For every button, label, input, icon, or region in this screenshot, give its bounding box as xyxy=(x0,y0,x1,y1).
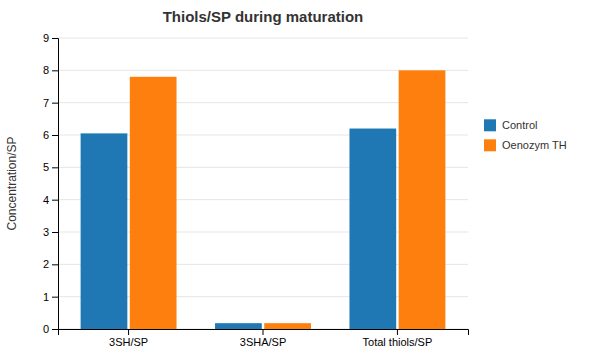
bar xyxy=(264,323,311,329)
tick-label: 0 xyxy=(43,323,49,335)
tick: 1 xyxy=(43,291,58,303)
tick-mark xyxy=(52,232,58,233)
legend-swatch xyxy=(484,139,496,151)
legend-label: Control xyxy=(502,119,537,131)
tick-mark xyxy=(52,297,58,298)
legend-label: Oenozym TH xyxy=(502,139,567,151)
axis-title: Concentration/SP xyxy=(5,136,19,230)
bar xyxy=(349,129,396,329)
chart: 0 1 2 3 4 5 6 7 8 9 3SH/SP 3SHA/SP Total thiols/SP Co… xyxy=(0,0,593,361)
tick-label: 3SH/SP xyxy=(109,336,148,348)
grid-line xyxy=(58,38,468,39)
legend-item: Oenozym TH xyxy=(484,139,567,151)
tick-mark xyxy=(52,264,58,265)
grid xyxy=(58,38,468,329)
bar xyxy=(399,70,446,329)
tick-mark xyxy=(397,329,398,335)
x-axis: 3SH/SP 3SHA/SP Total thiols/SP xyxy=(59,329,469,348)
bar xyxy=(130,77,177,329)
tick-mark xyxy=(52,200,58,201)
tick: 5 xyxy=(43,161,58,173)
series xyxy=(81,129,397,329)
tick-mark xyxy=(52,70,58,71)
bar xyxy=(81,133,128,329)
axis-line xyxy=(59,330,469,336)
tick-label: 3 xyxy=(43,226,49,238)
tick-label: 8 xyxy=(43,64,49,76)
tick-label: 5 xyxy=(43,161,49,173)
tick-mark xyxy=(52,135,58,136)
legend-swatch xyxy=(484,119,496,131)
title: Thiols/SP during maturation xyxy=(163,8,364,25)
bars xyxy=(81,70,446,329)
legend: Control Oenozym TH xyxy=(484,119,567,151)
tick: 0 xyxy=(43,323,58,335)
tick: 2 xyxy=(43,258,58,270)
tick-mark xyxy=(52,103,58,104)
tick-mark xyxy=(52,167,58,168)
tick: 3 xyxy=(43,226,58,238)
tick-mark xyxy=(52,38,58,39)
plot: 0 1 2 3 4 5 6 7 8 9 3SH/SP 3SHA/SP Total thiols/SP Co… xyxy=(5,32,469,348)
tick-label: 6 xyxy=(43,129,49,141)
tick: 9 xyxy=(43,32,58,44)
tick: 3SHA/SP xyxy=(240,329,286,348)
tick: 6 xyxy=(43,129,58,141)
tick-label: 3SHA/SP xyxy=(240,336,286,348)
axis-line xyxy=(52,39,59,330)
tick-label: 1 xyxy=(43,291,49,303)
bar xyxy=(215,323,262,329)
tick: 4 xyxy=(43,194,58,206)
tick-mark xyxy=(128,329,129,335)
tick-label: Total thiols/SP xyxy=(363,336,433,348)
tick-mark xyxy=(263,329,264,335)
tick-label: 4 xyxy=(43,194,49,206)
tick-label: 7 xyxy=(43,97,49,109)
tick: Total thiols/SP xyxy=(363,329,433,348)
tick: 7 xyxy=(43,97,58,109)
tick-mark xyxy=(52,329,58,330)
tick: 3SH/SP xyxy=(109,329,148,348)
y-axis: 0 1 2 3 4 5 6 7 8 9 xyxy=(43,32,59,335)
tick-label: 9 xyxy=(43,32,49,44)
tick-label: 2 xyxy=(43,258,49,270)
tick: 8 xyxy=(43,64,58,76)
series xyxy=(130,70,446,329)
legend-item: Control xyxy=(484,119,537,131)
